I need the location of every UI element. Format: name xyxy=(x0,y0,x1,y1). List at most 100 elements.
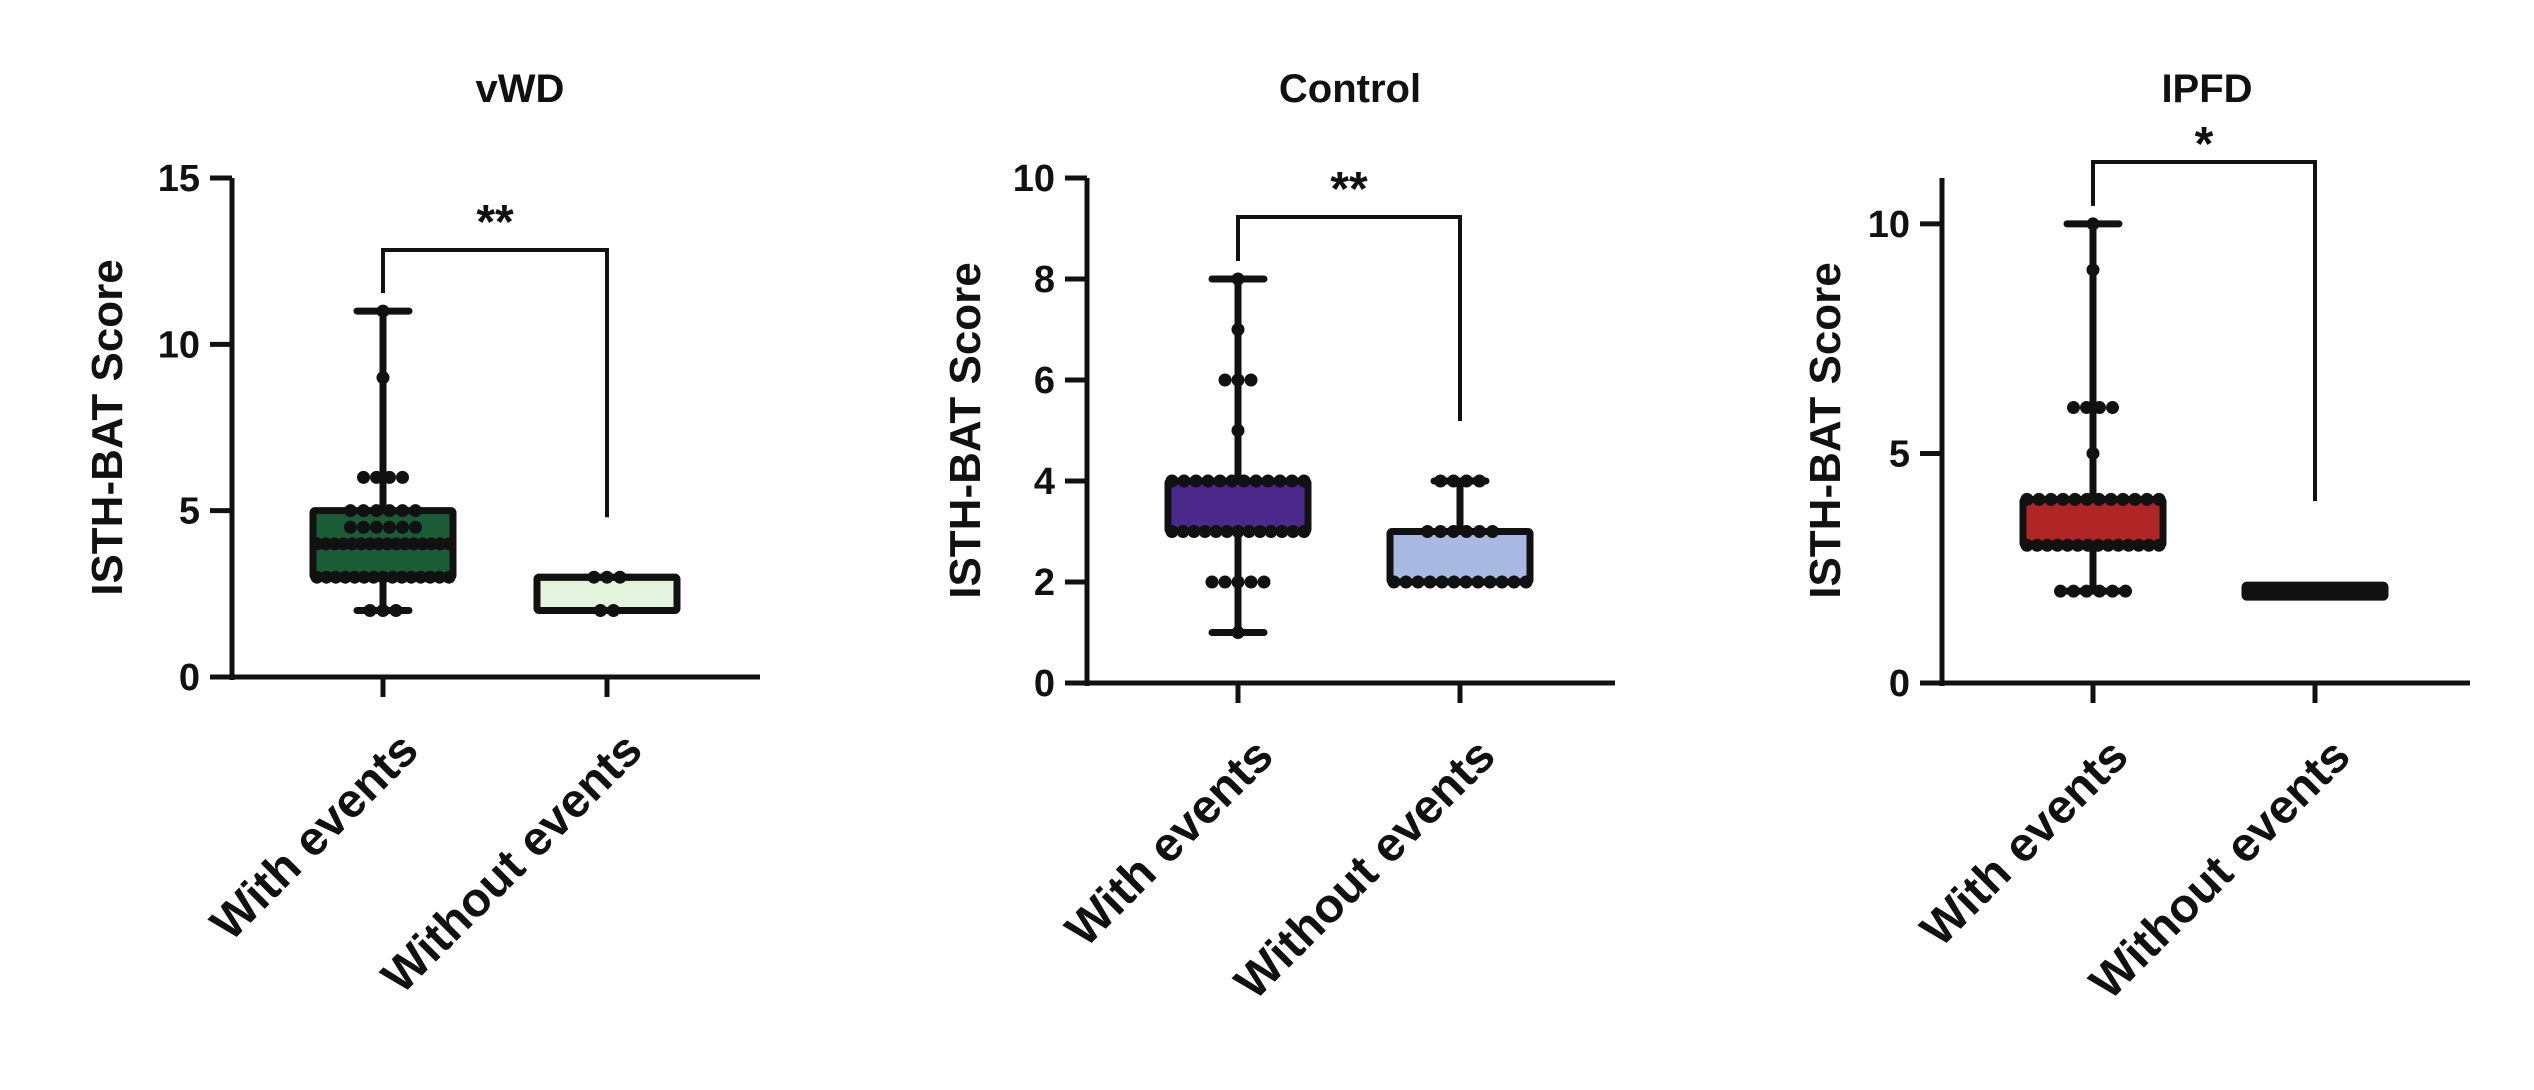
y-axis-label: ISTH-BAT Score xyxy=(941,262,990,599)
data-point xyxy=(2101,538,2115,552)
data-point xyxy=(367,570,381,584)
data-point xyxy=(2044,492,2058,506)
data-point xyxy=(310,570,324,584)
data-point xyxy=(1460,525,1473,538)
data-point xyxy=(1447,525,1460,538)
significance-label: ** xyxy=(1330,163,1368,216)
box-2 xyxy=(1386,474,1534,589)
data-point xyxy=(2086,263,2100,277)
data-point xyxy=(370,520,383,534)
data-point xyxy=(344,504,357,518)
data-point xyxy=(1473,525,1486,538)
y-axis-label: ISTH-BAT Score xyxy=(1801,262,1850,599)
data-point xyxy=(1231,272,1245,286)
data-point xyxy=(2092,492,2106,506)
data-point xyxy=(2119,584,2132,598)
data-point xyxy=(2020,538,2034,552)
data-point xyxy=(1471,575,1485,589)
y-tick-label: 0 xyxy=(1889,663,1910,705)
data-point xyxy=(607,603,620,617)
data-point xyxy=(1411,575,1425,589)
data-point xyxy=(1165,474,1179,488)
data-point xyxy=(1387,575,1401,589)
significance-bracket xyxy=(2091,160,2317,502)
data-point xyxy=(2071,538,2085,552)
data-point xyxy=(2106,401,2119,415)
data-point xyxy=(442,570,456,584)
data-point xyxy=(1297,474,1311,488)
data-point xyxy=(1209,525,1223,538)
data-point xyxy=(2269,584,2283,598)
data-point xyxy=(433,570,447,584)
data-point xyxy=(1434,525,1447,538)
data-point xyxy=(409,520,422,534)
data-point xyxy=(1220,525,1234,538)
data-point xyxy=(1264,525,1278,538)
data-point xyxy=(2080,401,2093,415)
data-point xyxy=(2347,584,2361,598)
data-point xyxy=(1253,525,1267,538)
y-tick-label: 4 xyxy=(1034,461,1055,503)
data-point xyxy=(1399,575,1413,589)
data-point xyxy=(1218,373,1232,387)
data-point xyxy=(2093,584,2106,598)
y-tick-label: 15 xyxy=(158,158,200,200)
data-point xyxy=(1275,525,1289,538)
data-point xyxy=(344,520,357,534)
data-point xyxy=(383,504,396,518)
data-point xyxy=(2308,584,2322,598)
data-point xyxy=(2056,492,2070,506)
data-point xyxy=(1244,575,1258,589)
data-point xyxy=(357,504,370,518)
box-body xyxy=(2019,495,2167,549)
chart-title: IPFD xyxy=(2161,67,2252,111)
data-point xyxy=(2334,584,2348,598)
data-point xyxy=(1231,626,1245,639)
data-point xyxy=(1447,474,1460,488)
data-point xyxy=(338,570,352,584)
data-point xyxy=(348,570,362,584)
y-tick-label: 2 xyxy=(1034,562,1055,604)
data-point xyxy=(1519,575,1533,589)
data-point xyxy=(2132,538,2146,552)
data-point xyxy=(376,603,390,617)
data-point xyxy=(1177,474,1191,488)
data-point xyxy=(2067,584,2080,598)
x-category-label: With events xyxy=(1911,729,2139,957)
y-tick-label: 8 xyxy=(1034,259,1055,301)
box-2 xyxy=(533,570,681,617)
data-point xyxy=(357,470,370,484)
data-point xyxy=(1486,525,1499,538)
data-point xyxy=(1483,575,1497,589)
data-point xyxy=(396,470,409,484)
y-tick-label: 0 xyxy=(179,657,200,699)
y-tick-label: 10 xyxy=(158,324,200,366)
data-point xyxy=(1435,575,1449,589)
data-point xyxy=(319,570,333,584)
data-point xyxy=(1273,474,1287,488)
data-point xyxy=(376,570,390,584)
data-point xyxy=(2086,446,2100,460)
data-point xyxy=(1189,474,1203,488)
data-point xyxy=(1231,424,1245,437)
data-point xyxy=(2032,492,2046,506)
data-point xyxy=(1231,373,1245,387)
data-point xyxy=(363,603,377,617)
data-point xyxy=(1237,474,1251,488)
data-point xyxy=(1249,474,1263,488)
data-point xyxy=(1459,575,1473,589)
data-point xyxy=(1421,525,1434,538)
data-point xyxy=(409,504,422,518)
data-point xyxy=(2106,584,2119,598)
box-body xyxy=(1386,528,1534,586)
box-1 xyxy=(309,304,457,617)
data-point xyxy=(1447,575,1461,589)
data-point xyxy=(2040,538,2054,552)
significance-label: * xyxy=(2195,118,2214,171)
chart-title: Control xyxy=(1279,67,1421,111)
data-point xyxy=(1285,474,1299,488)
y-tick-label: 5 xyxy=(1889,433,1910,475)
data-point xyxy=(2282,584,2296,598)
data-point xyxy=(1495,575,1509,589)
